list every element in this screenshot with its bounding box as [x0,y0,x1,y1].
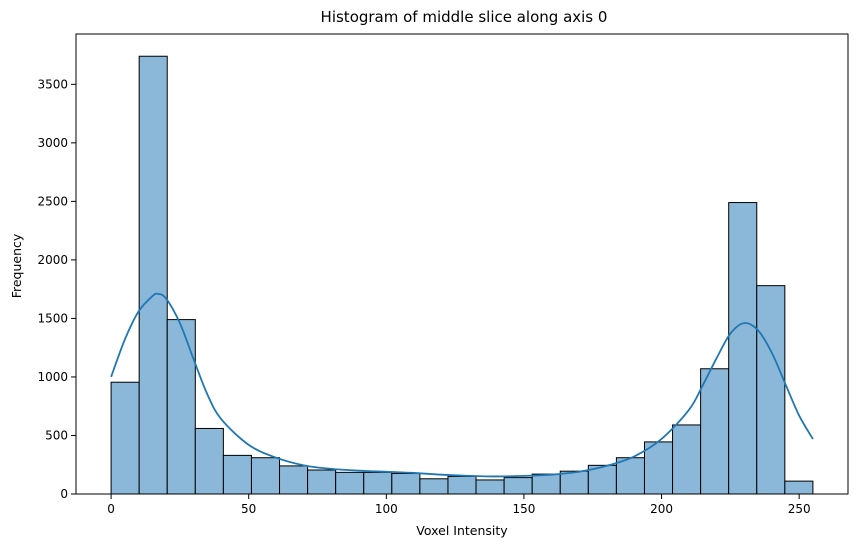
y-tick-label: 1000 [37,370,68,384]
histogram-bar [559,470,589,495]
histogram-bar [503,477,533,495]
y-tick-label: 3000 [37,136,68,150]
y-axis-label: Frequency [9,233,24,298]
histogram-bar [138,55,168,495]
x-tick-label: 150 [512,502,535,516]
y-tick-label: 2000 [37,253,68,267]
histogram-bar [615,457,645,495]
histogram-bar [391,473,421,495]
histogram-bar [672,424,702,495]
y-tick-label: 0 [60,487,68,501]
histogram-bar [700,368,730,495]
x-axis-label: Voxel Intensity [416,523,508,538]
y-tick-label: 1500 [37,311,68,325]
kde-curve [110,292,814,478]
x-tick-label: 0 [107,502,115,516]
x-tick-label: 200 [650,502,673,516]
histogram-bar [166,319,196,495]
histogram-bar [756,285,786,495]
histogram-bar [475,479,505,495]
histogram-bar [222,454,252,495]
histogram-bar [363,471,393,495]
histogram-bar [335,471,365,495]
histogram-bar [643,441,674,495]
y-axis: 0 500 1000 1500 2000 2500 3000 3500 [37,77,76,501]
bars-group [110,55,814,495]
histogram-bar [728,202,758,495]
x-tick-label: 50 [241,502,256,516]
histogram-bar [250,457,281,495]
y-tick-label: 2500 [37,194,68,208]
x-tick-label: 250 [788,502,811,516]
y-tick-label: 3500 [37,77,68,91]
histogram-bar [110,381,140,495]
x-tick-label: 100 [375,502,398,516]
y-tick-label: 500 [45,428,68,442]
histogram-bar [194,427,224,495]
histogram-bar [447,475,477,495]
histogram-bar [307,469,337,495]
histogram-bar [784,480,814,495]
histogram-bar [279,465,309,495]
x-axis: 0 50 100 150 200 250 [107,494,811,516]
histogram-bar [531,473,561,495]
histogram-bar [419,478,449,495]
chart-title: Histogram of middle slice along axis 0 [321,8,608,26]
histogram-bar [587,464,617,495]
plot-frame [75,33,849,495]
